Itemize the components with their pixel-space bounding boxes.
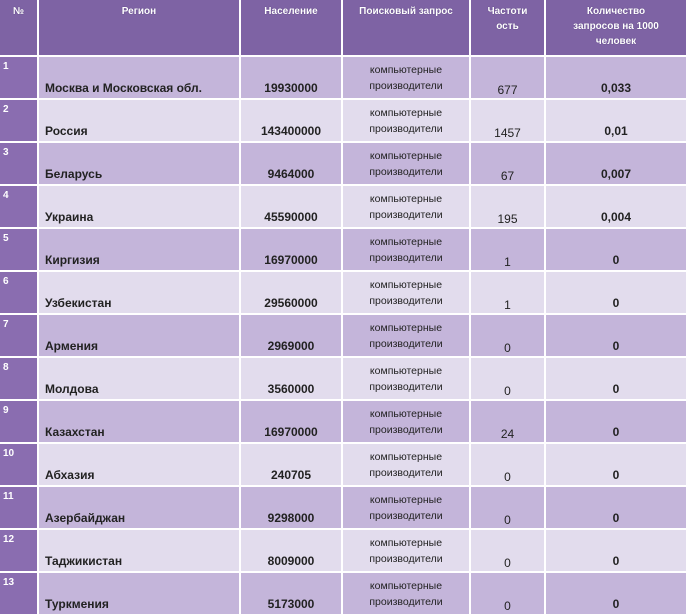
query-cell: компьютерные производители xyxy=(343,186,469,227)
query-cell: компьютерные производители xyxy=(343,57,469,98)
header-frequency: Частоти ость xyxy=(471,0,544,55)
rate-cell: 0 xyxy=(546,573,686,614)
region-cell: Киргизия xyxy=(39,229,239,270)
row-number: 8 xyxy=(0,358,37,399)
table-row: 9 Казахстан 16970000 компьютерные производи… xyxy=(0,401,686,442)
row-number: 10 xyxy=(0,444,37,485)
frequency-cell: 67 xyxy=(471,143,544,184)
query-cell: компьютерные производители xyxy=(343,444,469,485)
row-number: 1 xyxy=(0,57,37,98)
rate-cell: 0 xyxy=(546,444,686,485)
frequency-cell: 1 xyxy=(471,229,544,270)
header-rate: Количество запросов на 1000 человек xyxy=(546,0,686,55)
table-row: 13 Туркмения 5173000 компьютерные производи… xyxy=(0,573,686,614)
population-cell: 9464000 xyxy=(241,143,341,184)
frequency-cell: 24 xyxy=(471,401,544,442)
query-cell: компьютерные производители xyxy=(343,315,469,356)
rate-cell: 0 xyxy=(546,272,686,313)
rate-cell: 0 xyxy=(546,229,686,270)
population-cell: 45590000 xyxy=(241,186,341,227)
region-cell: Украина xyxy=(39,186,239,227)
frequency-cell: 195 xyxy=(471,186,544,227)
query-cell: компьютерные производители xyxy=(343,272,469,313)
query-cell: компьютерные производители xyxy=(343,573,469,614)
rate-cell: 0,033 xyxy=(546,57,686,98)
header-number: № xyxy=(0,0,37,55)
frequency-cell: 1 xyxy=(471,272,544,313)
row-number: 13 xyxy=(0,573,37,614)
frequency-cell: 0 xyxy=(471,573,544,614)
table-row: 11 Азербайджан 9298000 компьютерные произво… xyxy=(0,487,686,528)
header-region: Регион xyxy=(39,0,239,55)
row-number: 6 xyxy=(0,272,37,313)
region-cell: Казахстан xyxy=(39,401,239,442)
frequency-cell: 1457 xyxy=(471,100,544,141)
region-cell: Армения xyxy=(39,315,239,356)
population-cell: 240705 xyxy=(241,444,341,485)
population-cell: 3560000 xyxy=(241,358,341,399)
rate-cell: 0 xyxy=(546,358,686,399)
region-cell: Молдова xyxy=(39,358,239,399)
row-number: 5 xyxy=(0,229,37,270)
table-row: 10 Абхазия 240705 компьютерные производител… xyxy=(0,444,686,485)
population-cell: 16970000 xyxy=(241,401,341,442)
region-cell: Туркмения xyxy=(39,573,239,614)
rate-cell: 0,004 xyxy=(546,186,686,227)
table-row: 6 Узбекистан 29560000 компьютерные производ… xyxy=(0,272,686,313)
frequency-cell: 0 xyxy=(471,487,544,528)
region-cell: Узбекистан xyxy=(39,272,239,313)
row-number: 9 xyxy=(0,401,37,442)
query-cell: компьютерные производители xyxy=(343,487,469,528)
table-row: 2 Россия 143400000 компьютерные производите… xyxy=(0,100,686,141)
query-cell: компьютерные производители xyxy=(343,100,469,141)
row-number: 12 xyxy=(0,530,37,571)
query-cell: компьютерные производители xyxy=(343,358,469,399)
frequency-cell: 0 xyxy=(471,315,544,356)
rate-cell: 0,007 xyxy=(546,143,686,184)
query-cell: компьютерные производители xyxy=(343,143,469,184)
header-population: Население xyxy=(241,0,341,55)
frequency-cell: 677 xyxy=(471,57,544,98)
table-row: 5 Киргизия 16970000 компьютерные производит… xyxy=(0,229,686,270)
population-cell: 9298000 xyxy=(241,487,341,528)
rate-cell: 0 xyxy=(546,487,686,528)
table-row: 4 Украина 45590000 компьютерные производите… xyxy=(0,186,686,227)
population-cell: 8009000 xyxy=(241,530,341,571)
table-row: 3 Беларусь 9464000 компьютерные производите… xyxy=(0,143,686,184)
query-cell: компьютерные производители xyxy=(343,530,469,571)
population-cell: 2969000 xyxy=(241,315,341,356)
region-cell: Беларусь xyxy=(39,143,239,184)
header-query: Поисковый запрос xyxy=(343,0,469,55)
table-row: 12 Таджикистан 8009000 компьютерные произво… xyxy=(0,530,686,571)
population-cell: 5173000 xyxy=(241,573,341,614)
region-cell: Таджикистан xyxy=(39,530,239,571)
frequency-cell: 0 xyxy=(471,358,544,399)
rate-cell: 0 xyxy=(546,530,686,571)
region-cell: Азербайджан xyxy=(39,487,239,528)
row-number: 11 xyxy=(0,487,37,528)
query-cell: компьютерные производители xyxy=(343,229,469,270)
population-cell: 19930000 xyxy=(241,57,341,98)
frequency-cell: 0 xyxy=(471,444,544,485)
population-cell: 143400000 xyxy=(241,100,341,141)
table-row: 8 Молдова 3560000 компьютерные производител… xyxy=(0,358,686,399)
rate-cell: 0 xyxy=(546,401,686,442)
region-cell: Абхазия xyxy=(39,444,239,485)
query-cell: компьютерные производители xyxy=(343,401,469,442)
header-row: № Регион Население Поисковый запрос Част… xyxy=(0,0,686,55)
region-cell: Москва и Московская обл. xyxy=(39,57,239,98)
row-number: 3 xyxy=(0,143,37,184)
row-number: 7 xyxy=(0,315,37,356)
rate-cell: 0,01 xyxy=(546,100,686,141)
rate-cell: 0 xyxy=(546,315,686,356)
population-cell: 16970000 xyxy=(241,229,341,270)
region-cell: Россия xyxy=(39,100,239,141)
table-row: 7 Армения 2969000 компьютерные производител… xyxy=(0,315,686,356)
frequency-cell: 0 xyxy=(471,530,544,571)
population-cell: 29560000 xyxy=(241,272,341,313)
row-number: 4 xyxy=(0,186,37,227)
table-row: 1 Москва и Московская обл. 19930000 компьют… xyxy=(0,57,686,98)
row-number: 2 xyxy=(0,100,37,141)
